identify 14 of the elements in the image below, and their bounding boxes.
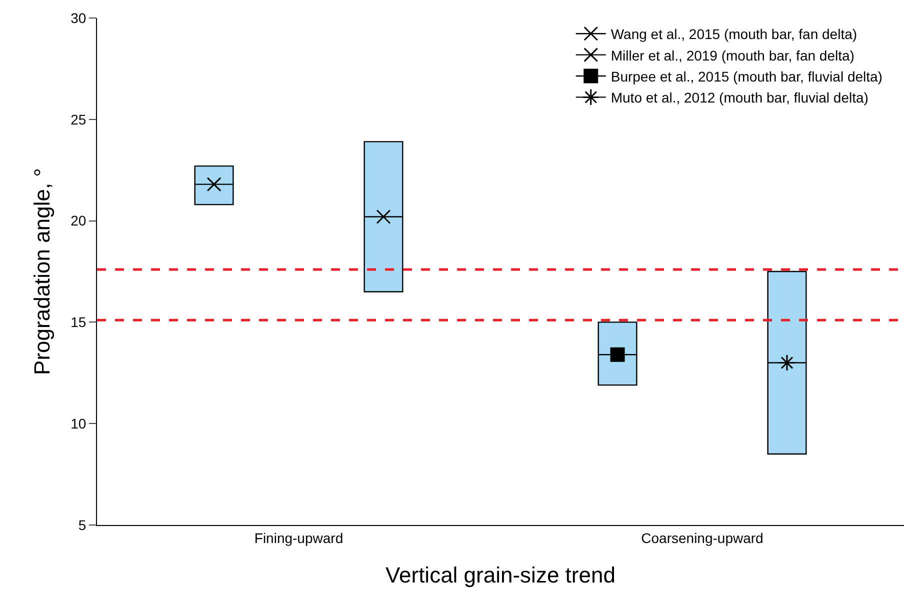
x-tick-label: Coarsening-upward xyxy=(641,530,764,546)
legend-label: Muto et al., 2012 (mouth bar, fluvial delta) xyxy=(610,90,868,106)
y-tick-label: 5 xyxy=(78,516,86,533)
y-tick-label: 15 xyxy=(70,314,86,330)
y-tick-label: 10 xyxy=(70,416,86,432)
y-tick-label: 20 xyxy=(70,212,86,229)
x-tick-label: Fining-upward xyxy=(254,530,344,546)
legend-label: Miller et al., 2019 (mouth bar, fan delta) xyxy=(610,47,854,64)
legend-label: Wang et al., 2015 (mouth bar, fan delta) xyxy=(610,26,858,42)
y-tick-label: 25 xyxy=(70,111,86,128)
y-axis-title: Progradation angle, ° xyxy=(29,168,54,375)
legend-label: Burpee et al., 2015 (mouth bar, fluvial delta) xyxy=(610,68,882,84)
y-tick-label: 30 xyxy=(70,10,86,26)
x-axis-title: Vertical grain-size trend xyxy=(386,562,616,588)
